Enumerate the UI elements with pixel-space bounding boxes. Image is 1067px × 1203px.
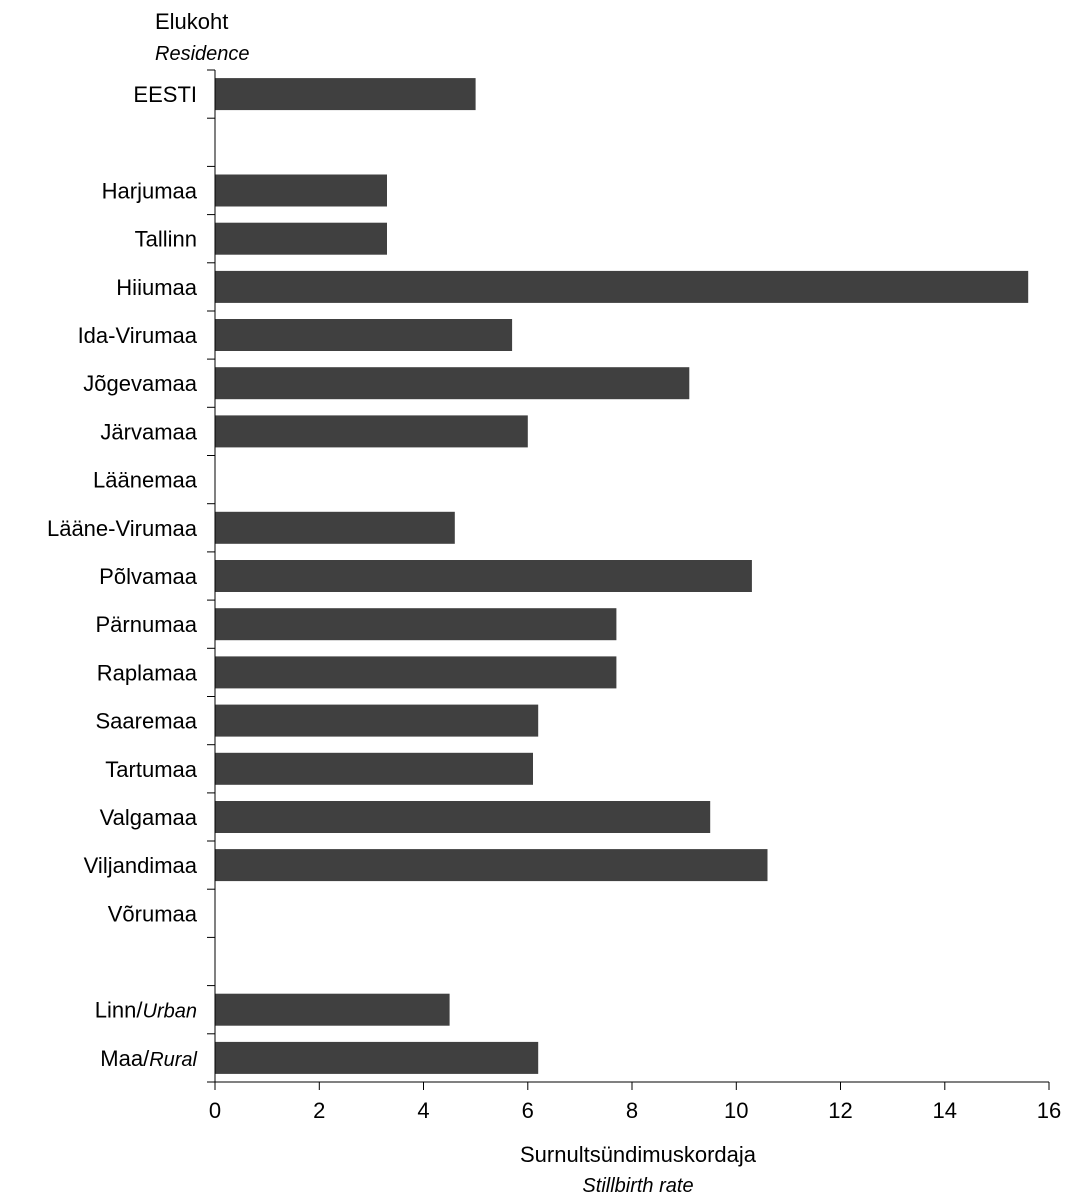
category-label: Võrumaa xyxy=(108,901,198,926)
category-label: Linn/Urban xyxy=(95,998,197,1023)
x-axis-title-en: Stillbirth rate xyxy=(582,1175,693,1197)
category-label: Pärnumaa xyxy=(95,612,197,637)
x-tick-label: 16 xyxy=(1037,1098,1061,1123)
bar xyxy=(215,993,450,1026)
category-label: Jõgevamaa xyxy=(83,371,198,396)
bar xyxy=(215,415,528,448)
axes-group: 0 2 4 6 8 10 12 14 16 xyxy=(207,69,1061,1123)
category-label: Lääne-Virumaa xyxy=(47,516,198,541)
bar xyxy=(215,174,387,207)
x-tick-label: 6 xyxy=(522,1098,534,1123)
bar xyxy=(215,367,690,400)
category-label: Ida-Virumaa xyxy=(78,323,198,348)
x-tick-label: 10 xyxy=(724,1098,748,1123)
y-axis-title-en: Residence xyxy=(155,43,250,65)
category-label: Põlvamaa xyxy=(99,564,198,589)
bar xyxy=(215,511,455,544)
category-label: Maa/Rural xyxy=(100,1046,197,1071)
category-label: Saaremaa xyxy=(95,709,197,734)
category-label: Tallinn xyxy=(135,227,197,252)
bar xyxy=(215,608,617,641)
bar xyxy=(215,270,1029,303)
x-axis-title: Surnultsündimuskordaja xyxy=(520,1142,757,1167)
category-label: EESTI xyxy=(133,82,197,107)
bar xyxy=(215,1041,539,1074)
x-tick-label: 12 xyxy=(828,1098,852,1123)
category-label: Järvamaa xyxy=(100,419,197,444)
bar xyxy=(215,704,539,737)
bar xyxy=(215,656,617,689)
category-label: Valgamaa xyxy=(100,805,198,830)
x-tick-label: 8 xyxy=(626,1098,638,1123)
bar xyxy=(215,560,752,592)
category-label: Hiiumaa xyxy=(116,275,197,300)
bar xyxy=(215,222,387,255)
bar xyxy=(215,78,476,111)
x-tick-label: 2 xyxy=(313,1098,325,1123)
x-tick-label: 4 xyxy=(417,1098,429,1123)
bar xyxy=(215,801,711,833)
bar xyxy=(215,752,533,785)
x-tick-label: 0 xyxy=(209,1098,221,1123)
bar xyxy=(215,849,768,882)
category-label: Harjumaa xyxy=(102,179,198,204)
y-axis-title: Elukoht xyxy=(155,9,228,34)
category-labels-group: EESTI Harjumaa Tallinn Hiiumaa Ida-Virumaa Jõ… xyxy=(47,82,198,1071)
x-tick-label: 14 xyxy=(933,1098,957,1123)
category-label: Tartumaa xyxy=(105,757,197,782)
bars-group xyxy=(215,78,1029,1074)
category-label: Raplamaa xyxy=(97,660,198,685)
category-label: Läänemaa xyxy=(93,468,198,493)
category-label: Viljandimaa xyxy=(84,853,198,878)
bar xyxy=(215,319,513,351)
